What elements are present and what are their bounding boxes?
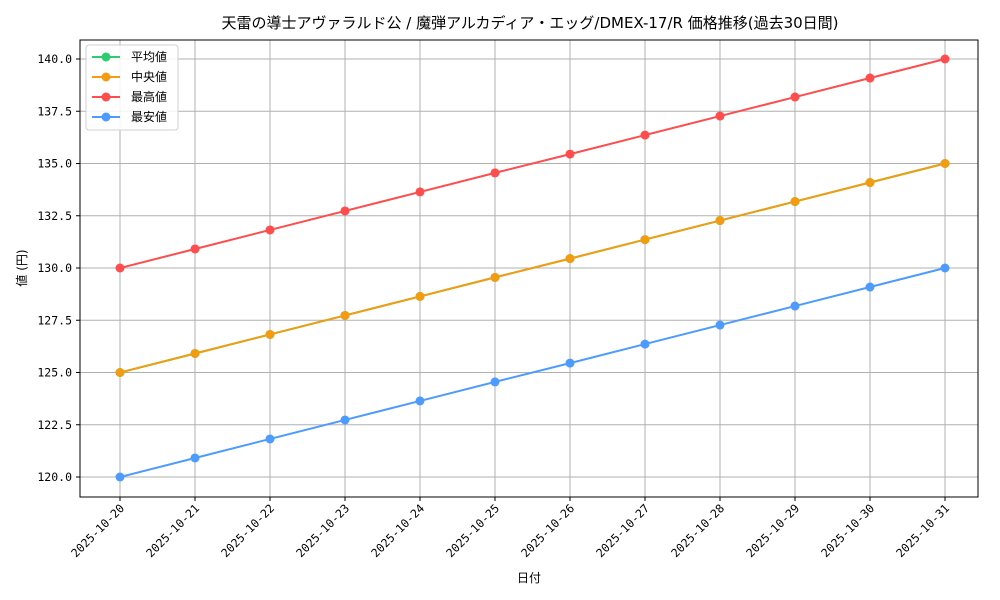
data-point-marker bbox=[490, 377, 500, 387]
series-line bbox=[119, 267, 946, 478]
legend-marker-icon bbox=[101, 112, 111, 122]
data-point-marker bbox=[415, 291, 425, 301]
data-point-marker bbox=[790, 197, 800, 207]
data-point-marker bbox=[490, 168, 500, 178]
data-point-marker bbox=[640, 235, 650, 245]
data-point-marker bbox=[565, 358, 575, 368]
data-point-marker bbox=[940, 159, 950, 168]
series-2 bbox=[115, 54, 950, 273]
y-tick-label: 122.5 bbox=[37, 418, 72, 432]
x-tick-label: 2025-10-22 bbox=[218, 501, 277, 560]
data-point-marker bbox=[865, 282, 875, 292]
data-point-marker bbox=[190, 453, 200, 463]
y-tick-label: 140.0 bbox=[37, 52, 72, 66]
y-axis-label: 値 (円) bbox=[14, 249, 29, 286]
data-point-marker bbox=[340, 206, 350, 216]
data-point-marker bbox=[340, 415, 350, 425]
y-tick-label: 125.0 bbox=[37, 366, 72, 380]
y-tick-label: 137.5 bbox=[37, 104, 72, 118]
data-point-marker bbox=[415, 396, 425, 406]
data-point-marker bbox=[265, 225, 275, 235]
x-axis: 2025-10-20 2025-10-21 2025-10-22 2025-10-23… bbox=[68, 497, 952, 560]
y-tick-label: 127.5 bbox=[37, 313, 72, 327]
data-point-marker bbox=[865, 178, 875, 188]
x-tick-label: 2025-10-25 bbox=[443, 501, 502, 560]
legend-label: 最安値 bbox=[131, 109, 167, 124]
series-1 bbox=[115, 159, 950, 377]
y-tick-label: 120.0 bbox=[37, 470, 72, 484]
legend-label: 中央値 bbox=[131, 69, 167, 84]
data-point-marker bbox=[490, 272, 500, 282]
legend-marker-icon bbox=[101, 92, 111, 102]
data-point-marker bbox=[940, 54, 950, 64]
data-point-marker bbox=[640, 339, 650, 349]
data-point-marker bbox=[565, 149, 575, 159]
data-point-marker bbox=[415, 187, 425, 197]
x-tick-label: 2025-10-23 bbox=[293, 501, 352, 560]
series-3 bbox=[115, 263, 950, 482]
legend-item: 最安値 bbox=[92, 109, 167, 124]
series-line bbox=[119, 162, 946, 374]
legend-label: 最高値 bbox=[131, 89, 167, 104]
x-tick-label: 2025-10-26 bbox=[518, 501, 577, 560]
data-point-marker bbox=[115, 472, 125, 482]
data-point-marker bbox=[265, 434, 275, 444]
legend-item: 中央値 bbox=[92, 69, 167, 84]
chart-title: 天雷の導士アヴァラルド公 / 魔弾アルカディア・エッグ/DMEX-17/R 価格… bbox=[221, 14, 838, 32]
data-point-marker bbox=[940, 263, 950, 273]
legend-box bbox=[85, 44, 179, 131]
x-axis-label: 日付 bbox=[517, 571, 541, 585]
data-point-marker bbox=[265, 329, 275, 339]
series-lines bbox=[115, 54, 950, 482]
x-tick-label: 2025-10-24 bbox=[368, 501, 427, 560]
x-tick-label: 2025-10-28 bbox=[668, 501, 727, 560]
data-point-marker bbox=[865, 73, 875, 83]
x-tick-label: 2025-10-29 bbox=[743, 501, 802, 560]
x-tick-label: 2025-10-27 bbox=[593, 501, 652, 560]
x-tick-label: 2025-10-31 bbox=[893, 501, 952, 560]
legend-marker-icon bbox=[101, 72, 111, 82]
data-point-marker bbox=[115, 263, 125, 273]
data-point-marker bbox=[115, 368, 125, 377]
y-tick-label: 135.0 bbox=[37, 157, 72, 171]
data-point-marker bbox=[565, 254, 575, 264]
legend-item: 平均値 bbox=[92, 49, 167, 64]
data-point-marker bbox=[790, 301, 800, 311]
data-point-marker bbox=[790, 92, 800, 102]
series-line bbox=[119, 58, 946, 269]
x-tick-label: 2025-10-30 bbox=[818, 501, 877, 560]
legend-label: 平均値 bbox=[131, 49, 167, 64]
x-tick-label: 2025-10-20 bbox=[68, 501, 127, 560]
legend-marker-icon bbox=[101, 52, 111, 62]
x-tick-label: 2025-10-21 bbox=[143, 501, 202, 560]
legend-item: 最高値 bbox=[92, 89, 167, 104]
data-point-marker bbox=[715, 320, 725, 330]
data-point-marker bbox=[340, 310, 350, 320]
y-tick-label: 130.0 bbox=[37, 261, 72, 275]
data-point-marker bbox=[190, 348, 200, 358]
data-point-marker bbox=[715, 111, 725, 121]
y-axis: 120.0 122.5 125.0 127.5 130.0 132.5 135.0 137.5… bbox=[37, 52, 80, 484]
data-point-marker bbox=[190, 244, 200, 254]
data-point-marker bbox=[640, 130, 650, 140]
y-tick-label: 132.5 bbox=[37, 209, 72, 223]
data-point-marker bbox=[715, 216, 725, 226]
